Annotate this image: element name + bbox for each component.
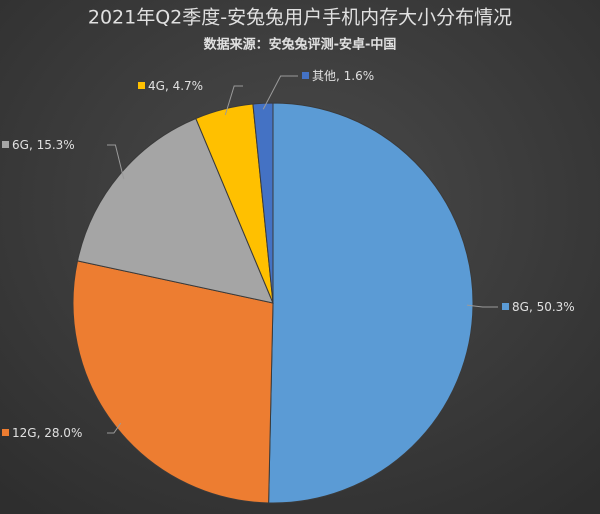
leader-line: [107, 144, 125, 180]
label-value: 28.0%: [44, 426, 82, 440]
label-value: 50.3%: [537, 300, 575, 314]
data-label: 4G, 4.7%: [148, 79, 203, 93]
pie-slice: [268, 102, 474, 504]
label-category: 12G: [12, 426, 37, 440]
pie-slice: [72, 260, 274, 504]
label-category: 其他: [312, 69, 336, 83]
legend-swatch: [138, 82, 145, 89]
label-value: 4.7%: [173, 79, 204, 93]
data-label: 6G, 15.3%: [12, 138, 75, 152]
label-separator: ,: [165, 79, 173, 93]
legend-swatch: [502, 303, 509, 310]
leader-line: [224, 85, 243, 116]
leader-line: [107, 422, 122, 434]
data-label: 其他, 1.6%: [312, 69, 374, 83]
legend-swatch: [2, 429, 9, 436]
data-label: 8G, 50.3%: [512, 300, 575, 314]
legend-swatch: [302, 72, 309, 79]
label-separator: ,: [37, 426, 45, 440]
leader-line: [466, 304, 498, 308]
legend-swatch: [2, 141, 9, 148]
label-category: 6G: [12, 138, 29, 152]
data-label: 12G, 28.0%: [12, 426, 82, 440]
label-value: 15.3%: [37, 138, 75, 152]
pie-slice: [76, 117, 274, 304]
label-category: 8G: [512, 300, 529, 314]
label-value: 1.6%: [344, 69, 375, 83]
label-separator: ,: [29, 138, 37, 152]
pie-slice: [252, 102, 274, 304]
chart-title: 2021年Q2季度-安兔兔用户手机内存大小分布情况: [88, 7, 512, 29]
label-separator: ,: [529, 300, 537, 314]
chart-subtitle: 数据来源：安兔兔评测-安卓-中国: [204, 37, 397, 53]
label-separator: ,: [336, 69, 344, 83]
label-category: 4G: [148, 79, 165, 93]
leader-line: [262, 75, 298, 110]
